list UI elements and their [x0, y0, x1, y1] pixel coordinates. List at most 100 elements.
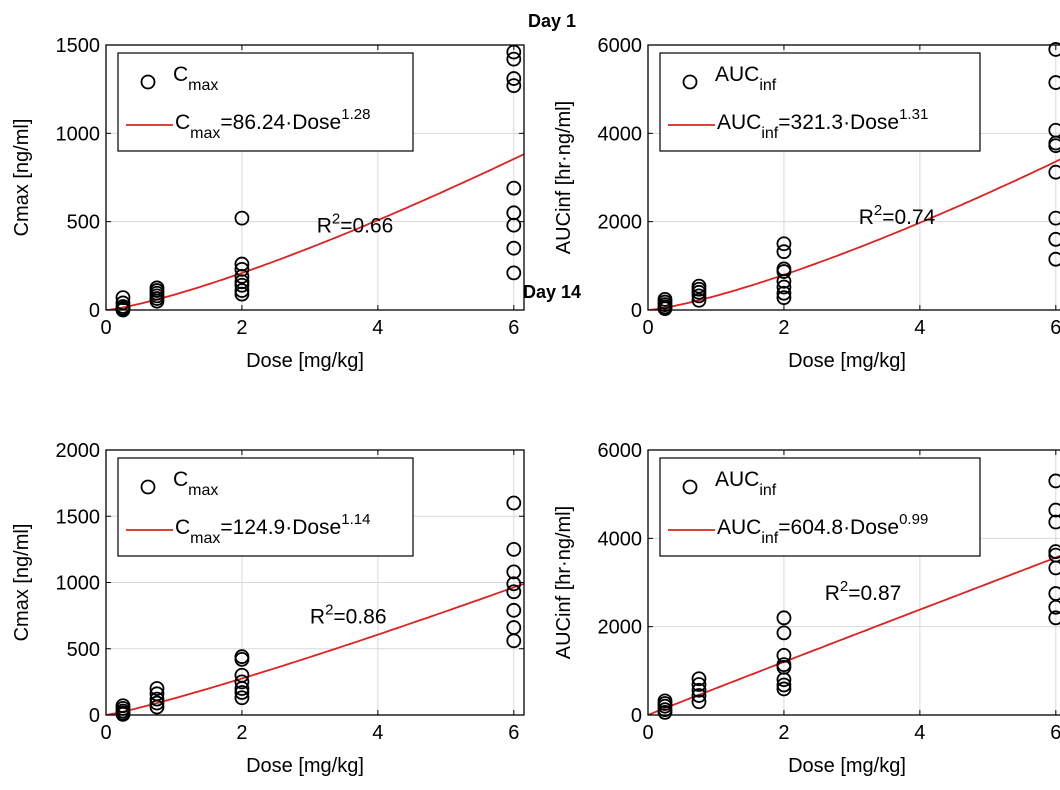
data-point: [657, 704, 673, 720]
data-point: [149, 293, 165, 309]
data-point: [234, 269, 250, 284]
y-tick-label: 500: [67, 639, 100, 661]
data-point: [149, 681, 165, 696]
data-point: [506, 584, 522, 600]
data-point: [776, 647, 792, 663]
y-tick-label: 0: [89, 300, 100, 322]
y-axis-label: AUCinf [hr·ng/ml]: [553, 506, 575, 659]
legend-data-sub: max: [188, 482, 218, 499]
x-tick-label: 6: [508, 317, 519, 339]
y-axis-label: Cmax [ng/ml]: [11, 524, 33, 642]
data-point: [1048, 473, 1060, 489]
data-point: [776, 677, 792, 693]
axes-frame: [105, 44, 525, 311]
legend-marker-icon: [682, 479, 698, 495]
y-tick-label: 0: [89, 705, 100, 727]
legend-fit-base: C: [175, 111, 190, 134]
data-point: [1048, 560, 1060, 576]
legend-data-sub: max: [188, 77, 218, 94]
data-point: [691, 682, 707, 698]
r-squared-value: =0.86: [333, 606, 386, 629]
panel-3: 0 2 4 6 0 500 1000 1500 2000 Dose [mg/kg] Cmax [ng…: [11, 440, 525, 777]
data-point: [776, 236, 792, 252]
data-point: [506, 576, 522, 592]
x-tick-label: 4: [372, 722, 383, 744]
x-tick-label: 0: [642, 317, 653, 339]
data-point: [691, 694, 707, 710]
data-point: [1048, 599, 1060, 615]
data-point: [1048, 75, 1060, 90]
legend-fit-sub: inf: [761, 530, 778, 547]
x-tick-label: 2: [236, 722, 247, 744]
y-tick-label: 4000: [598, 528, 643, 550]
legend-fit-exponent: 0.99: [899, 511, 928, 528]
data-point: [506, 51, 522, 67]
section-title-day1: Day 1: [528, 11, 576, 31]
legend-box: [659, 457, 981, 557]
data-point: [776, 672, 792, 688]
legend-entry-data: Cmax: [173, 468, 218, 499]
data-point: [1048, 122, 1060, 138]
legend-fit-base: AUC: [717, 111, 761, 134]
fit-curve: [648, 158, 1060, 310]
r-squared-sup: 2: [874, 202, 882, 219]
r-squared-base: R: [825, 582, 840, 605]
y-axis-label: AUCinf [hr·ng/ml]: [553, 101, 575, 254]
panel-1: 0 2 4 6 0 500 1000 1500 Dose [mg/kg] Cmax [ng/ml]…: [11, 35, 525, 372]
data-point: [1048, 42, 1060, 57]
x-axis-label: Dose [mg/kg]: [788, 350, 906, 372]
x-tick-label: 2: [778, 722, 789, 744]
legend-marker-icon: [682, 74, 698, 90]
r-squared-sup: 2: [840, 578, 848, 595]
data-point: [1048, 251, 1060, 267]
data-point: [506, 180, 522, 196]
axes-frame: [647, 449, 1060, 716]
data-point: [234, 685, 250, 700]
x-axis-label: Dose [mg/kg]: [246, 755, 364, 777]
data-point: [234, 210, 250, 226]
data-point: [149, 691, 165, 707]
data-point: [506, 495, 522, 511]
data-point: [1048, 502, 1060, 518]
y-tick-label: 4000: [598, 123, 643, 145]
legend-box: [117, 457, 414, 557]
x-tick-label: 0: [642, 722, 653, 744]
legend: Cmax Cmax=86.24·Dose1.28: [117, 52, 414, 152]
legend-entry-fit: Cmax=86.24·Dose1.28: [175, 106, 370, 142]
data-point: [1048, 138, 1060, 154]
legend-fit-base: AUC: [717, 516, 761, 539]
panel-4: 0 2 4 6 0 2000 4000 6000 Dose [mg/kg] AUCinf [hr·…: [553, 440, 1060, 777]
legend-fit-base: C: [175, 516, 190, 539]
fit-curve: [106, 582, 524, 715]
data-point: [776, 264, 792, 279]
x-tick-label: 6: [1050, 722, 1060, 744]
data-point: [234, 674, 250, 690]
data-point: [149, 699, 165, 715]
data-point: [506, 71, 522, 86]
legend-fit-exponent: 1.28: [341, 106, 370, 123]
data-point: [506, 633, 522, 649]
y-tick-label: 1000: [56, 573, 101, 595]
x-tick-label: 4: [372, 317, 383, 339]
legend-entry-data: AUCinf: [715, 63, 777, 94]
legend-entry-data: AUCinf: [715, 468, 777, 499]
data-point: [234, 681, 250, 696]
r-squared-value: =0.66: [340, 214, 393, 237]
r-squared-value: =0.74: [882, 206, 935, 229]
data-point: [506, 564, 522, 580]
y-tick-label: 6000: [598, 35, 643, 57]
panels: 0 2 4 6 0 500 1000 1500 Dose [mg/kg] Cmax [ng/ml]…: [11, 35, 1060, 777]
y-tick-label: 1500: [56, 506, 101, 528]
legend-marker-icon: [140, 479, 156, 495]
legend-fit-equation: =124.9·Dose: [220, 516, 341, 539]
data-point: [1048, 514, 1060, 530]
r-squared-base: R: [310, 606, 325, 629]
data-point: [691, 671, 707, 687]
data-point: [506, 217, 522, 233]
data-point: [506, 541, 522, 557]
legend-entry-fit: AUCinf=604.8·Dose0.99: [717, 511, 928, 547]
x-axis-label: Dose [mg/kg]: [246, 350, 364, 372]
legend-fit-equation: =321.3·Dose: [778, 111, 899, 134]
